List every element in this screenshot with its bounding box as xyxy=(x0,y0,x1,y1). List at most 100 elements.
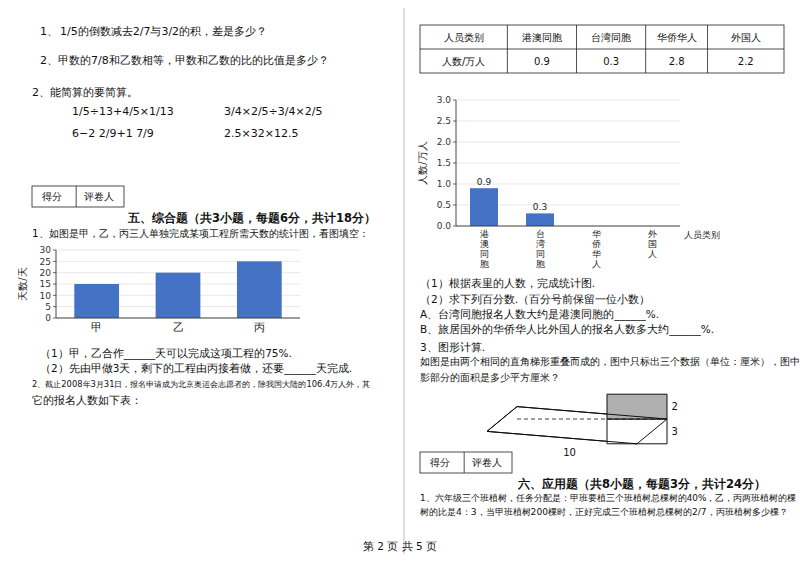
category-label: 港澳同胞 xyxy=(480,229,489,269)
category-char: 港 xyxy=(480,229,489,239)
grid-line xyxy=(456,226,680,227)
tick-label: 0.0 xyxy=(437,221,452,231)
score-box-divider xyxy=(464,452,465,473)
table-rule xyxy=(576,25,577,73)
category-char: 同 xyxy=(480,249,489,259)
score-box-label: 评卷人 xyxy=(472,457,502,468)
tick-label: 3.0 xyxy=(437,95,452,105)
figure-label: 10 xyxy=(563,447,576,458)
score-box: 得分 评卷人 xyxy=(420,452,512,473)
tick-label: 1.5 xyxy=(437,158,451,168)
question-text: 2、能简算的要简算。 xyxy=(32,86,138,99)
tick-label: 25 xyxy=(40,257,51,267)
table-header: 港澳同胞 xyxy=(522,32,562,43)
question-text: A、台湾同胞报名人数大约是港澳同胞的______%. xyxy=(420,308,659,321)
score-box-frame xyxy=(420,452,512,473)
table-frame xyxy=(420,25,784,73)
question-text: 3、图形计算. xyxy=(420,341,485,353)
question-text: 1、 xyxy=(40,25,58,38)
category-char: 人 xyxy=(648,249,657,259)
y-axis-title: 天数/天 xyxy=(17,267,28,300)
bars xyxy=(74,261,281,318)
category-label: 外国人 xyxy=(648,229,657,259)
y-axis xyxy=(56,250,57,318)
question-text: 1/5的倒数减去2/7与3/2的积，差是多少？ xyxy=(60,25,267,38)
question-text: 6−2 2/9+1 7/9 xyxy=(72,127,154,140)
dashed-line xyxy=(517,419,667,420)
question-text: 2.5×32×12.5 xyxy=(224,127,298,140)
question-text: （2）求下列百分数.（百分号前保留一位小数） xyxy=(420,293,650,305)
category-char: 人 xyxy=(592,259,601,269)
score-box: 得分评卷人 xyxy=(32,186,124,207)
question-text: （1）甲，乙合作______天可以完成这项工程的75%. xyxy=(40,347,292,360)
category-label: 华侨华人 xyxy=(592,229,601,269)
category-char: 澳 xyxy=(480,239,489,249)
background xyxy=(0,0,800,565)
trapezoid-outline xyxy=(487,407,667,444)
category-char: 国 xyxy=(648,239,657,249)
bar-chart: 0.00.51.01.52.02.53.00.90.3港澳同胞台湾同胞华侨华人外… xyxy=(417,95,720,269)
table-cell: 0.3 xyxy=(603,56,619,67)
y-axis-title: 人数/万人 xyxy=(417,141,428,184)
tick-label: 1.0 xyxy=(437,179,452,189)
category-char: 侨 xyxy=(592,239,601,249)
grid-line xyxy=(456,100,680,101)
section-header: 六、应用题（共8小题，每题3分，共计24分） xyxy=(517,477,766,491)
question-text: 如图是由两个相同的直角梯形重叠而成的，图中只标出三个数据（单位：厘米），图中阴 xyxy=(420,356,800,367)
data-label: 0.9 xyxy=(477,177,492,187)
category-char: 同 xyxy=(536,249,545,259)
score-box-label: 得分 xyxy=(430,457,450,468)
question-text: （2）先由甲做3天，剩下的工程由丙接着做，还要______天完成. xyxy=(40,362,352,375)
category-char: 台 xyxy=(536,229,545,239)
question-text: 树的比是4：3，当甲班植树200棵时，正好完成三个班植树总棵树的2/7，丙班植树… xyxy=(420,507,788,517)
table-cell: 人数/万人 xyxy=(442,56,485,67)
table-header: 台湾同胞 xyxy=(591,32,631,43)
category-char: 胞 xyxy=(480,259,489,269)
bars xyxy=(470,188,554,226)
question-text: 1/5÷13+4/5×1/13 xyxy=(72,105,174,118)
figure-label: 2 xyxy=(672,401,678,412)
bar xyxy=(156,273,201,318)
bar xyxy=(237,261,282,318)
figure-label: 3 xyxy=(672,426,678,437)
footer: 第 2 页 共 5 页 xyxy=(363,540,437,552)
question-text: （1）根据表里的人数，完成统计图. xyxy=(420,277,595,289)
score-box-divider xyxy=(76,186,77,207)
score-box-label: 得分 xyxy=(42,191,62,202)
grid-line xyxy=(456,142,680,143)
section-header: 五、综合题（共3小题，每题6分，共计18分） xyxy=(127,211,376,225)
table-rule xyxy=(507,25,508,73)
grid-line xyxy=(456,121,680,122)
category-char: 胞 xyxy=(536,259,545,269)
question-text: 3/4×2/5÷3/4×2/5 xyxy=(224,105,322,118)
question-text: B、旅居国外的华侨华人比外国人的报名人数多大约______%. xyxy=(420,323,714,336)
bar xyxy=(470,188,498,226)
category-label: 乙 xyxy=(173,321,184,334)
table-rule xyxy=(707,25,708,73)
score-box-frame xyxy=(32,186,124,207)
question-text: 2、甲数的7/8和乙数相等，甲数和乙数的比的比值是多少？ xyxy=(40,54,329,67)
x-axis xyxy=(56,318,300,319)
category-label: 台湾同胞 xyxy=(536,229,545,269)
table-header: 人员类别 xyxy=(444,32,484,43)
bar xyxy=(74,284,119,318)
grid-line xyxy=(56,318,300,319)
category-char: 湾 xyxy=(536,239,545,249)
category-char: 外 xyxy=(648,229,657,239)
table-header: 华侨华人 xyxy=(657,32,697,43)
tick-label: 30 xyxy=(40,245,52,255)
page: 1、1/5的倒数减去2/7与3/2的积，差是多少？ 2、甲数的7/8和乙数相等，甲… xyxy=(0,0,800,565)
tick-label: 15 xyxy=(40,279,51,289)
table-cell: 2.2 xyxy=(738,56,754,67)
tick-label: 2.5 xyxy=(437,116,451,126)
grid-line xyxy=(456,163,680,164)
table-header: 外国人 xyxy=(731,32,761,43)
question-text: 影部分的面积是多少平方厘米？ xyxy=(420,372,560,383)
category-char: 华 xyxy=(592,249,601,259)
trapezoid-figure: 10 3 2 xyxy=(487,394,678,458)
category-label: 丙 xyxy=(254,321,265,334)
x-axis-title: 人员类别 xyxy=(684,230,720,240)
tick-label: 0 xyxy=(45,313,51,323)
category-char: 华 xyxy=(592,229,601,239)
bar-chart: 051015202530甲乙丙天数/天 xyxy=(17,245,300,334)
